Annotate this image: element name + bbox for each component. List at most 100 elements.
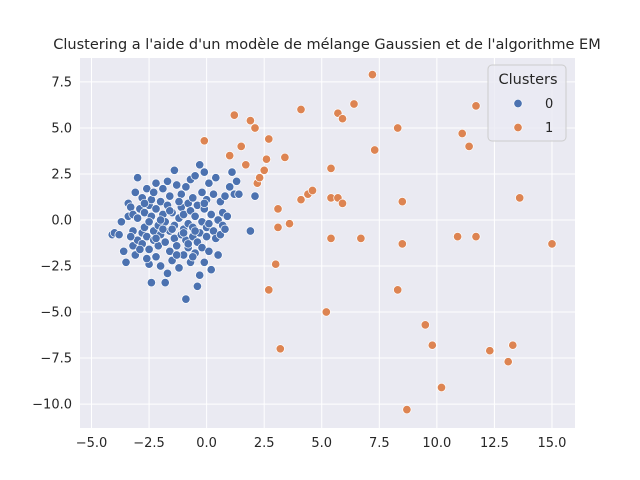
data-point-cluster-0 [169,165,179,175]
data-point-cluster-0 [206,265,216,275]
data-point-cluster-0 [156,215,166,225]
data-point-cluster-0 [195,160,205,170]
data-point-cluster-0 [156,197,166,207]
data-point-cluster-1 [250,123,260,133]
legend-marker-1 [513,122,523,133]
data-point-cluster-0 [204,246,214,256]
data-point-cluster-0 [213,250,223,260]
data-point-cluster-0 [126,232,136,242]
data-point-cluster-1 [284,219,295,229]
data-point-cluster-1 [337,114,348,124]
data-point-cluster-0 [197,187,207,197]
data-point-cluster-1 [326,163,336,173]
data-point-cluster-1 [275,344,285,354]
data-point-cluster-0 [139,198,150,208]
data-point-cluster-0 [144,244,154,254]
data-point-cluster-0 [151,178,161,188]
data-point-cluster-1 [229,110,239,120]
data-point-cluster-0 [197,243,207,253]
data-point-cluster-0 [151,233,161,243]
data-point-cluster-0 [181,182,191,192]
data-point-cluster-1 [370,145,380,155]
data-point-cluster-1 [321,307,331,317]
y-tick-label: −10.0 [32,398,72,413]
data-point-cluster-0 [165,191,175,201]
data-point-cluster-0 [190,211,200,221]
y-tick-label: −2.5 [40,260,72,275]
data-point-cluster-0 [208,189,219,199]
data-point-cluster-1 [471,232,481,242]
data-point-cluster-0 [146,278,156,288]
data-point-cluster-1 [264,285,274,295]
data-point-cluster-0 [172,241,182,251]
data-point-cluster-0 [179,209,189,220]
data-point-cluster-1 [337,198,348,208]
data-point-cluster-0 [167,224,177,234]
data-point-cluster-1 [515,193,525,203]
data-point-cluster-1 [273,204,283,214]
data-point-cluster-0 [162,176,173,186]
data-point-cluster-1 [393,123,403,133]
data-point-cluster-1 [245,116,255,126]
x-tick-labels: −5.0 −2.5 0.0 2.5 5.0 7.5 10.0 12.5 15.0 [76,436,567,451]
data-point-cluster-1 [427,340,437,350]
data-point-cluster-1 [307,185,318,196]
data-point-cluster-1 [259,165,269,175]
data-point-cluster-0 [149,187,159,197]
data-point-cluster-1 [420,320,430,330]
data-point-cluster-0 [116,217,126,227]
data-point-cluster-0 [181,294,191,304]
data-point-cluster-0 [206,209,216,220]
data-point-cluster-0 [160,237,170,247]
y-tick-label: 7.5 [51,75,72,90]
data-point-cluster-0 [174,197,184,207]
y-tick-label: 5.0 [51,121,72,136]
data-point-cluster-0 [151,252,161,262]
data-point-cluster-0 [119,246,129,256]
data-point-cluster-1 [225,151,235,161]
data-point-cluster-0 [204,219,214,229]
data-point-cluster-0 [188,252,198,262]
data-point-cluster-1 [264,134,274,144]
data-point-cluster-1 [393,285,403,295]
data-point-cluster-1 [367,70,377,80]
data-point-cluster-1 [457,128,467,139]
data-point-cluster-0 [133,173,143,183]
data-point-cluster-0 [165,206,175,216]
data-points [107,70,557,415]
x-tick-label: 15.0 [538,436,567,451]
data-point-cluster-0 [133,213,143,223]
data-point-cluster-0 [144,217,154,227]
legend-label-0: 0 [545,97,553,112]
data-point-cluster-1 [464,141,474,151]
data-point-cluster-0 [151,204,161,214]
data-point-cluster-0 [160,278,170,288]
data-point-cluster-0 [172,180,182,190]
data-point-cluster-1 [547,239,557,249]
data-point-cluster-1 [296,104,306,115]
legend-box [487,64,567,142]
data-point-cluster-0 [202,232,212,242]
data-point-cluster-1 [236,141,246,151]
data-point-cluster-0 [121,257,131,267]
x-tick-label: 7.5 [369,436,390,451]
data-point-cluster-0 [114,230,124,240]
data-point-cluster-1 [485,346,495,356]
x-tick-label: −2.5 [133,436,165,451]
data-point-cluster-0 [172,250,182,260]
y-tick-label: −5.0 [40,306,72,321]
data-point-cluster-0 [199,257,209,267]
y-tick-label: −7.5 [40,352,72,367]
data-point-cluster-0 [135,244,145,254]
data-point-cluster-1 [241,160,251,170]
data-point-cluster-0 [199,198,209,208]
data-point-cluster-1 [356,233,366,243]
data-point-cluster-0 [179,228,189,238]
data-point-cluster-1 [271,259,281,269]
data-point-cluster-0 [130,187,140,197]
data-point-cluster-0 [192,281,202,291]
data-point-cluster-0 [227,167,237,177]
data-point-cluster-0 [245,226,255,236]
data-point-cluster-1 [280,152,290,162]
